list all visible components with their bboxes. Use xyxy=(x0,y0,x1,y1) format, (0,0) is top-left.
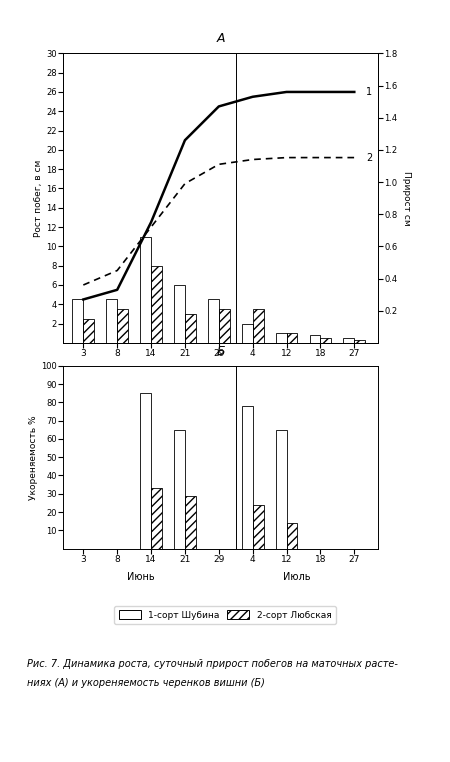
Bar xyxy=(242,324,253,343)
Text: А: А xyxy=(216,32,225,45)
Y-axis label: Прирост см: Прирост см xyxy=(402,171,411,226)
Bar xyxy=(287,523,297,549)
Bar xyxy=(354,340,365,343)
Bar xyxy=(320,338,331,343)
Bar xyxy=(310,335,320,343)
Bar xyxy=(106,299,117,343)
Text: Июль: Июль xyxy=(283,572,310,582)
Bar xyxy=(343,338,354,343)
Bar xyxy=(208,299,219,343)
Bar xyxy=(287,333,297,343)
Text: Июнь: Июнь xyxy=(127,572,155,582)
Y-axis label: Укореняемость %: Укореняемость % xyxy=(29,415,38,500)
Text: Июнь: Июнь xyxy=(232,378,260,388)
Text: ниях (А) и укореняемость черенков вишни (Б): ниях (А) и укореняемость черенков вишни … xyxy=(27,678,265,688)
Text: Рис. 7. Динамика роста, суточный прирост побегов на маточных расте-: Рис. 7. Динамика роста, суточный прирост… xyxy=(27,659,398,669)
Bar xyxy=(72,299,83,343)
Bar xyxy=(174,430,185,549)
Y-axis label: Рост побег, в см: Рост побег, в см xyxy=(34,159,43,237)
Bar xyxy=(242,406,253,549)
Bar xyxy=(276,333,287,343)
Legend: 1-сорт Шубина, 2-сорт Любская: 1-сорт Шубина, 2-сорт Любская xyxy=(114,606,336,624)
Bar xyxy=(185,495,196,549)
Bar xyxy=(174,285,185,343)
Text: 2: 2 xyxy=(366,152,373,162)
Text: Июнь: Июнь xyxy=(127,375,155,385)
Bar xyxy=(219,309,230,343)
Bar xyxy=(151,266,162,343)
Bar xyxy=(151,488,162,549)
Text: Июль: Июль xyxy=(283,375,310,385)
Text: Б: Б xyxy=(216,345,225,358)
Bar xyxy=(140,393,151,549)
Bar xyxy=(117,309,128,343)
Bar xyxy=(140,237,151,343)
Bar xyxy=(83,319,94,343)
Bar xyxy=(253,504,264,549)
Text: 1: 1 xyxy=(366,87,372,97)
Bar xyxy=(253,309,264,343)
Bar xyxy=(276,430,287,549)
Bar xyxy=(185,314,196,343)
